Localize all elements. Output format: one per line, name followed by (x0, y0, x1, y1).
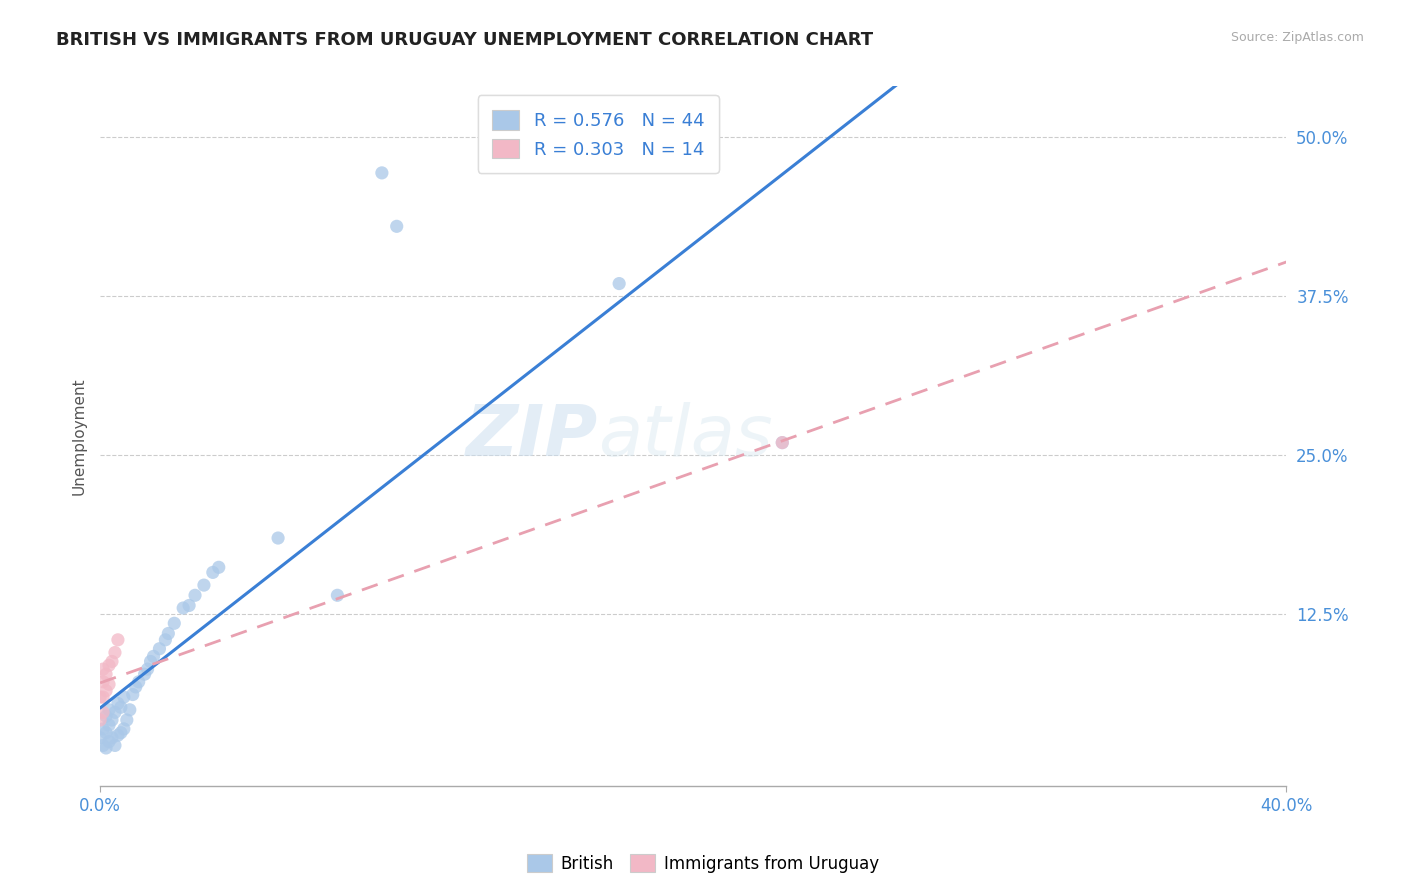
Point (91, 690, 114, 704)
Point (148, 641, 170, 656)
Point (101, 713, 124, 727)
Point (98, 718, 121, 732)
Point (91, 662, 114, 676)
Point (172, 601, 194, 615)
Text: BRITISH VS IMMIGRANTS FROM URUGUAY UNEMPLOYMENT CORRELATION CHART: BRITISH VS IMMIGRANTS FROM URUGUAY UNEMP… (56, 31, 873, 49)
Point (101, 655, 124, 669)
Legend: British, Immigrants from Uruguay: British, Immigrants from Uruguay (520, 847, 886, 880)
Point (94, 725, 117, 739)
Point (98, 703, 121, 717)
Point (128, 674, 150, 689)
Point (208, 560, 231, 574)
Point (184, 588, 207, 602)
Point (107, 697, 129, 711)
Text: atlas: atlas (599, 401, 773, 471)
Point (112, 722, 135, 736)
Point (104, 706, 127, 720)
Point (107, 632, 129, 647)
Point (118, 703, 141, 717)
Point (94, 709, 117, 723)
Point (267, 531, 290, 545)
Point (89, 713, 111, 727)
Point (326, 588, 349, 602)
Point (101, 731, 124, 745)
Point (607, 277, 630, 291)
Point (91, 722, 114, 736)
Point (115, 713, 138, 727)
Point (770, 435, 793, 450)
Point (98, 734, 121, 748)
Point (104, 739, 127, 753)
Point (193, 578, 215, 592)
Point (89, 731, 111, 745)
Legend: R = 0.576   N = 44, R = 0.303   N = 14: R = 0.576 N = 44, R = 0.303 N = 14 (478, 95, 718, 173)
Point (98, 677, 121, 691)
Point (94, 741, 117, 756)
Text: Source: ZipAtlas.com: Source: ZipAtlas.com (1230, 31, 1364, 45)
Text: ZIP: ZIP (467, 401, 599, 471)
Point (91, 706, 114, 720)
Point (121, 688, 143, 702)
Point (98, 658, 121, 673)
Point (112, 690, 135, 704)
Point (163, 616, 186, 631)
Point (125, 680, 148, 694)
Point (94, 683, 117, 698)
Point (136, 662, 159, 676)
Point (107, 728, 129, 742)
Point (110, 700, 132, 714)
Point (94, 667, 117, 681)
Point (142, 649, 165, 664)
Point (139, 655, 162, 669)
Point (385, 219, 408, 234)
Point (91, 739, 114, 753)
Point (770, 435, 793, 450)
Point (89, 690, 111, 704)
Point (155, 632, 177, 647)
Point (177, 599, 200, 613)
Y-axis label: Unemployment: Unemployment (72, 377, 86, 495)
Point (104, 646, 127, 660)
Point (91, 674, 114, 689)
Point (201, 566, 224, 580)
Point (371, 166, 394, 180)
Point (157, 626, 180, 640)
Point (134, 667, 156, 681)
Point (110, 725, 132, 739)
